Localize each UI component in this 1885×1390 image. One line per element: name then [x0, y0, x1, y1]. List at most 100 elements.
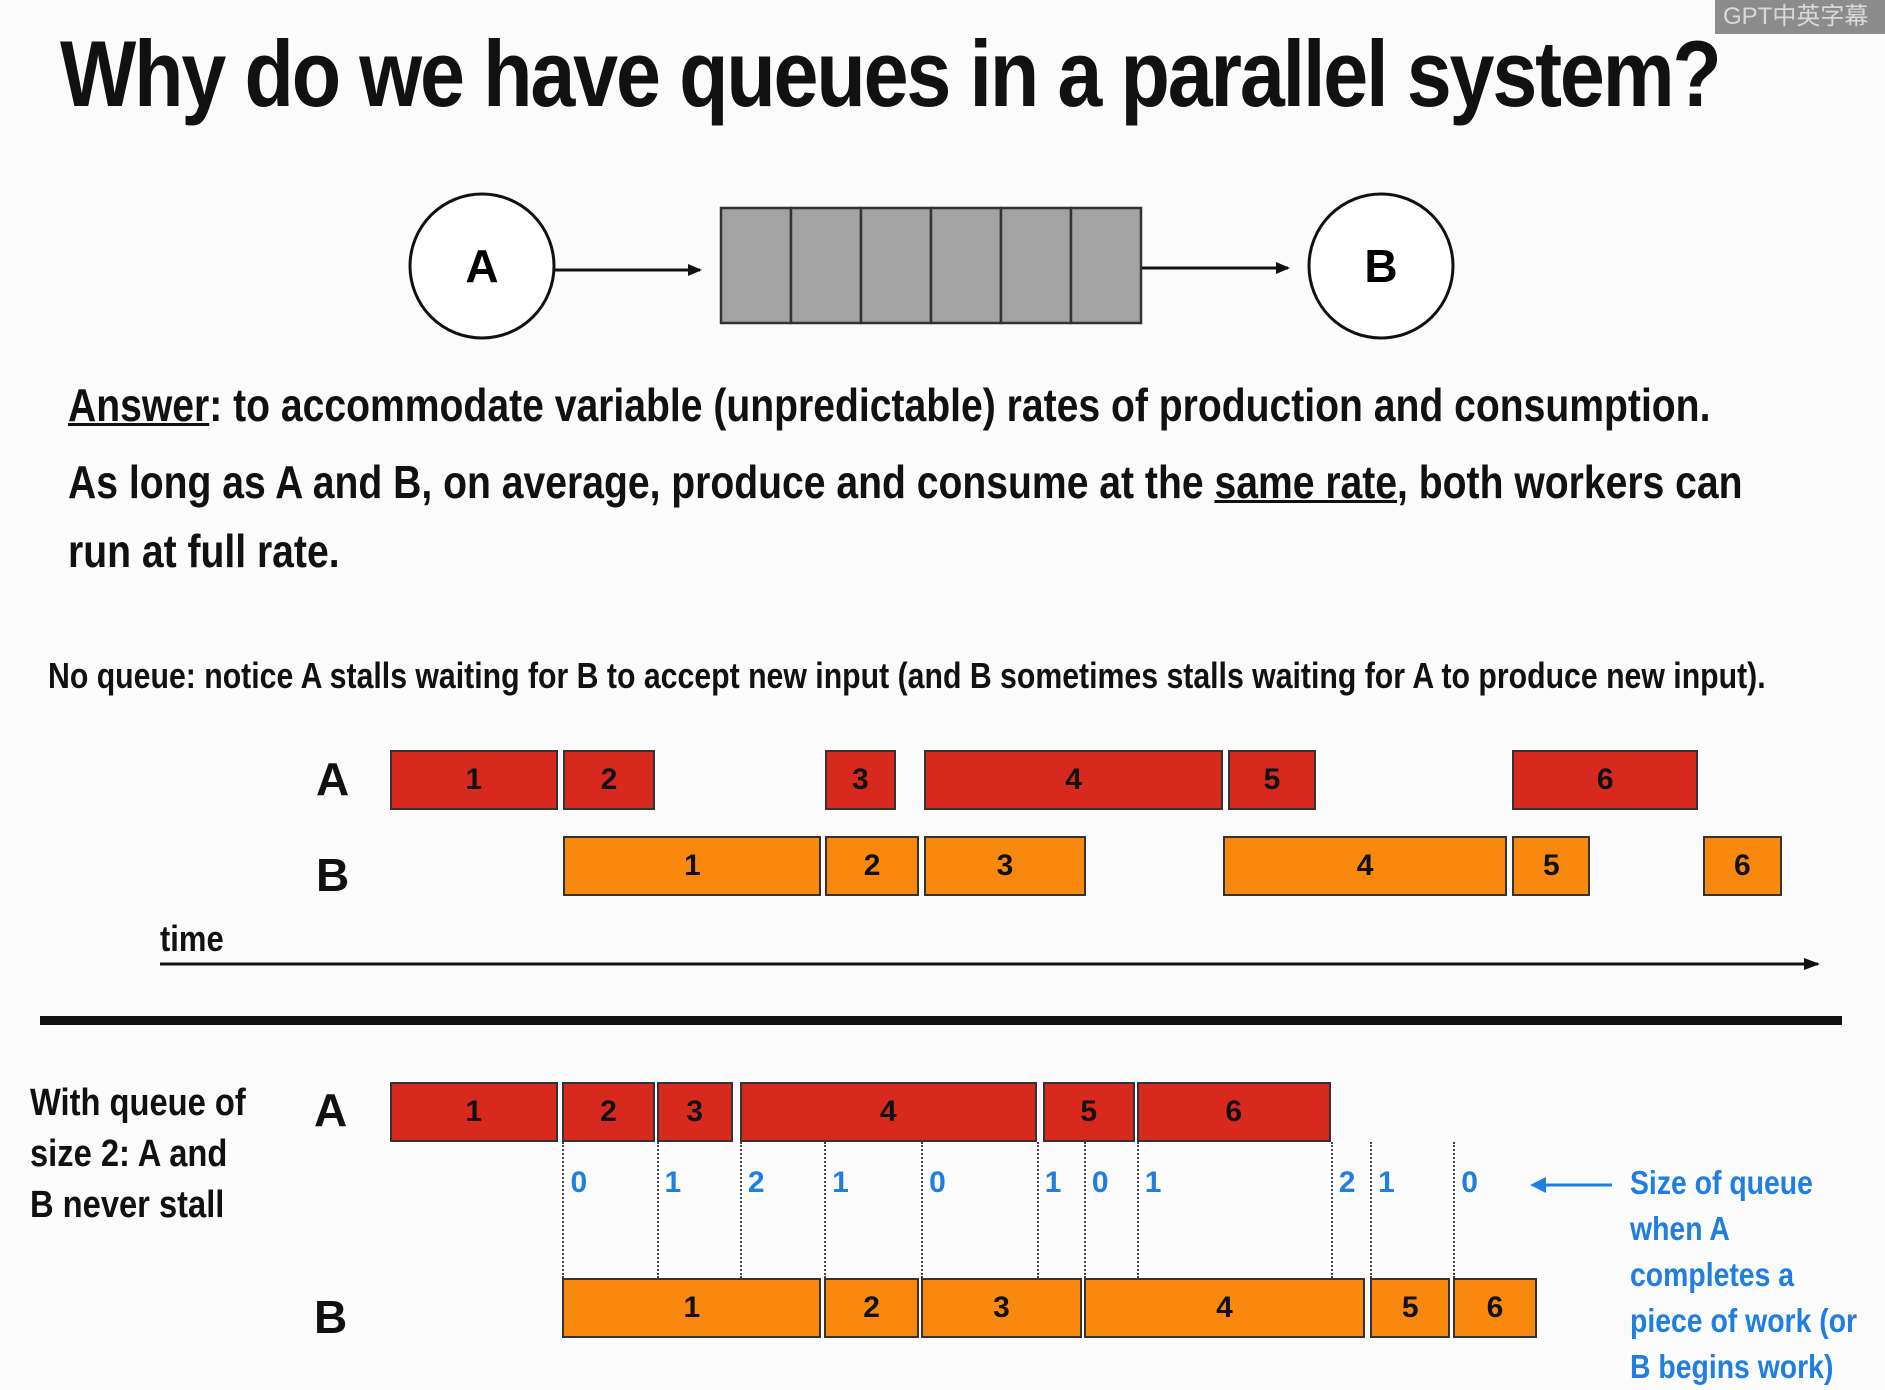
- queue-size-value: 0: [929, 1166, 946, 1199]
- with-queue-b-task-label: 5: [1401, 1291, 1419, 1324]
- with-queue-b-task-5: 5: [1370, 1278, 1451, 1338]
- with-queue-a-task-label: 4: [879, 1095, 897, 1128]
- queue-event-line: [562, 1142, 565, 1278]
- no-queue-a-task-4: 4: [924, 750, 1223, 810]
- queue-event-line: [656, 1142, 659, 1278]
- no-queue-a-task-1: 1: [390, 750, 558, 810]
- no-queue-a-task-5: 5: [1227, 750, 1317, 810]
- answer-line-2-post: , both workers can: [1397, 456, 1743, 508]
- queue-size-value: 2: [747, 1166, 765, 1199]
- with-queue-a-task-4: 4: [739, 1082, 1037, 1142]
- producer-node: [408, 192, 556, 340]
- queue-size-arrow: [1530, 1177, 1612, 1193]
- with-queue-a-task-1: 1: [390, 1082, 558, 1142]
- queue-slot: [859, 206, 933, 325]
- no-queue-b-task-label: 3: [996, 849, 1014, 882]
- with-queue-a-task-label: 3: [686, 1095, 704, 1128]
- time-axis-label: time: [160, 918, 224, 959]
- queue-event-line: [1330, 1142, 1333, 1278]
- time-axis-arrow: [160, 958, 1820, 970]
- with-queue-b-task-2: 2: [824, 1278, 920, 1338]
- watermark: GPT中英字幕: [1715, 0, 1885, 34]
- with-queue-a-task-6: 6: [1136, 1082, 1331, 1142]
- queue-size-value: 0: [1461, 1166, 1478, 1199]
- no-queue-a-task-label: 2: [600, 763, 618, 796]
- same-rate-emphasis: same rate: [1214, 456, 1398, 508]
- with-queue-b-task-6: 6: [1453, 1278, 1537, 1338]
- queue-size-value: 0: [1091, 1166, 1109, 1199]
- with-queue-a-task-3: 3: [656, 1082, 733, 1142]
- with-queue-b-task-3: 3: [921, 1278, 1082, 1338]
- with-queue-a-task-label: 5: [1080, 1095, 1098, 1128]
- queue-slot: [929, 206, 1003, 325]
- no-queue-a-task-label: 4: [1065, 763, 1082, 796]
- queue-size-value: 1: [832, 1166, 849, 1199]
- with-queue-a-task-2: 2: [562, 1082, 655, 1142]
- with-queue-row-a-label: A: [314, 1084, 348, 1136]
- with-queue-b-task-label: 2: [863, 1291, 880, 1324]
- queue-event-line: [1036, 1142, 1039, 1278]
- no-queue-b-task-2: 2: [825, 836, 920, 896]
- queue-size-value: 1: [1144, 1166, 1162, 1199]
- answer-line-3: run at full rate.: [68, 525, 340, 577]
- queue-diagram: A B: [408, 192, 1455, 340]
- producer-label: A: [465, 240, 498, 292]
- queue-event-line: [1083, 1142, 1086, 1278]
- queue-size-value: 2: [1338, 1166, 1356, 1199]
- no-queue-b-task-label: 5: [1542, 849, 1560, 882]
- no-queue-b-task-label: 2: [863, 849, 881, 882]
- queue-slot: [999, 206, 1073, 325]
- consumer-node: [1307, 192, 1455, 340]
- answer-line-1: Answer: to accommodate variable (unpredi…: [68, 378, 1710, 432]
- no-queue-b-task-1: 1: [563, 836, 822, 896]
- no-queue-a-task-label: 1: [465, 763, 483, 796]
- queue-size-value: 1: [1378, 1166, 1395, 1199]
- with-queue-b-task-label: 4: [1216, 1291, 1233, 1324]
- slide-title: Why do we have queues in a parallel syst…: [60, 21, 1722, 126]
- no-queue-row-a-label: A: [316, 753, 350, 805]
- no-queue-row-b-label: B: [316, 849, 350, 901]
- with-queue-a-task-label: 2: [600, 1095, 617, 1128]
- queue-slot: [719, 206, 793, 325]
- no-queue-a-task-label: 6: [1596, 763, 1614, 796]
- no-queue-b-task-3: 3: [924, 836, 1086, 896]
- with-queue-a-task-label: 1: [465, 1095, 483, 1128]
- no-queue-b-task-5: 5: [1512, 836, 1591, 896]
- no-queue-b-task-6: 6: [1703, 836, 1782, 896]
- queue-event-line: [739, 1142, 742, 1278]
- with-queue-a-task-5: 5: [1042, 1082, 1135, 1142]
- answer-line-2-pre: As long as A and B, on average, produce …: [68, 456, 1215, 508]
- no-queue-b-task-label: 6: [1734, 849, 1751, 882]
- queue-slot: [1069, 206, 1143, 325]
- queue-event-line: [921, 1142, 924, 1278]
- no-queue-caption: No queue: notice A stalls waiting for B …: [48, 655, 1766, 696]
- with-queue-row-b-label: B: [314, 1291, 348, 1343]
- answer-line-1-text: : to accommodate variable (unpredictable…: [209, 379, 1711, 431]
- with-queue-b-task-label: 1: [683, 1291, 701, 1324]
- no-queue-b-task-4: 4: [1223, 836, 1508, 896]
- no-queue-a-task-label: 5: [1263, 763, 1281, 796]
- queue-slot: [789, 206, 863, 325]
- queue-size-value: 1: [664, 1166, 682, 1199]
- queue-event-line: [1370, 1142, 1372, 1278]
- with-queue-b-task-label: 6: [1486, 1291, 1504, 1324]
- no-queue-a-task-2: 2: [563, 750, 655, 810]
- queue-size-value: 0: [570, 1166, 588, 1199]
- queue-size-note: Size of queue when A completes a piece o…: [1630, 1164, 1858, 1385]
- no-queue-a-task-label: 3: [852, 763, 869, 796]
- with-queue-a-task-label: 6: [1225, 1095, 1243, 1128]
- with-queue-b-task-1: 1: [562, 1278, 822, 1338]
- queue-event-line: [824, 1142, 827, 1278]
- with-queue-note: With queue of size 2: A and B never stal…: [30, 1082, 246, 1226]
- queue-buffer: [719, 206, 1143, 325]
- no-queue-a-task-3: 3: [825, 750, 896, 810]
- section-divider: [40, 1016, 1842, 1025]
- no-queue-b-task-label: 4: [1356, 849, 1374, 882]
- consumer-label: B: [1364, 240, 1397, 292]
- no-queue-b-task-label: 1: [683, 849, 701, 882]
- queue-size-value: 1: [1044, 1166, 1062, 1199]
- no-queue-a-task-6: 6: [1512, 750, 1699, 810]
- answer-label: Answer: [68, 379, 210, 431]
- with-queue-b-task-label: 3: [993, 1291, 1010, 1324]
- queue-event-line: [1453, 1142, 1456, 1278]
